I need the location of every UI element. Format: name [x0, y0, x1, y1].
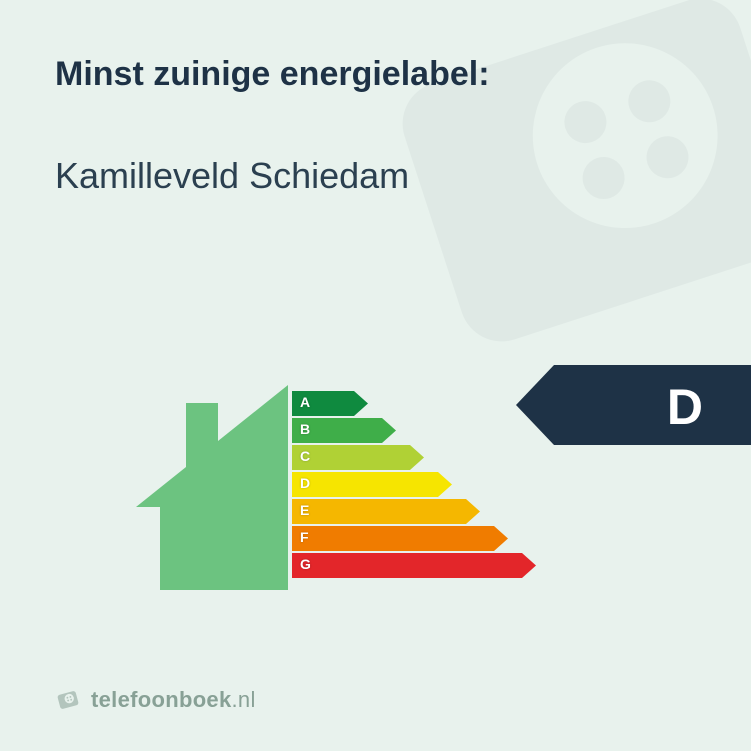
- energy-bar-c: C: [292, 444, 536, 471]
- rating-badge: [516, 365, 751, 445]
- energy-bar-e: E: [292, 498, 536, 525]
- bar-label: F: [300, 529, 309, 545]
- energy-bar-d: D: [292, 471, 536, 498]
- bar-shape: [292, 552, 536, 579]
- bar-label: G: [300, 556, 311, 572]
- bar-label: B: [300, 421, 310, 437]
- page-title: Minst zuinige energielabel:: [55, 55, 490, 94]
- footer: telefoonboek.nl: [55, 687, 256, 713]
- footer-brand-tld: .nl: [232, 687, 256, 712]
- bar-shape: [292, 471, 452, 498]
- energy-bar-g: G: [292, 552, 536, 579]
- energy-bar-a: A: [292, 390, 536, 417]
- bar-shape: [292, 444, 424, 471]
- location-subtitle: Kamilleveld Schiedam: [55, 155, 409, 197]
- bar-shape: [292, 525, 508, 552]
- energy-bar-f: F: [292, 525, 536, 552]
- rating-letter: D: [667, 378, 703, 436]
- footer-brand: telefoonboek.nl: [91, 687, 256, 713]
- footer-logo-icon: [55, 687, 81, 713]
- bar-shape: [292, 498, 480, 525]
- energy-bars: A B C D E F G: [292, 390, 536, 579]
- bar-label: A: [300, 394, 310, 410]
- bar-label: D: [300, 475, 310, 491]
- footer-brand-name: telefoonboek: [91, 687, 232, 712]
- energy-bar-b: B: [292, 417, 536, 444]
- house-icon: [118, 385, 288, 590]
- bar-label: C: [300, 448, 310, 464]
- bar-label: E: [300, 502, 309, 518]
